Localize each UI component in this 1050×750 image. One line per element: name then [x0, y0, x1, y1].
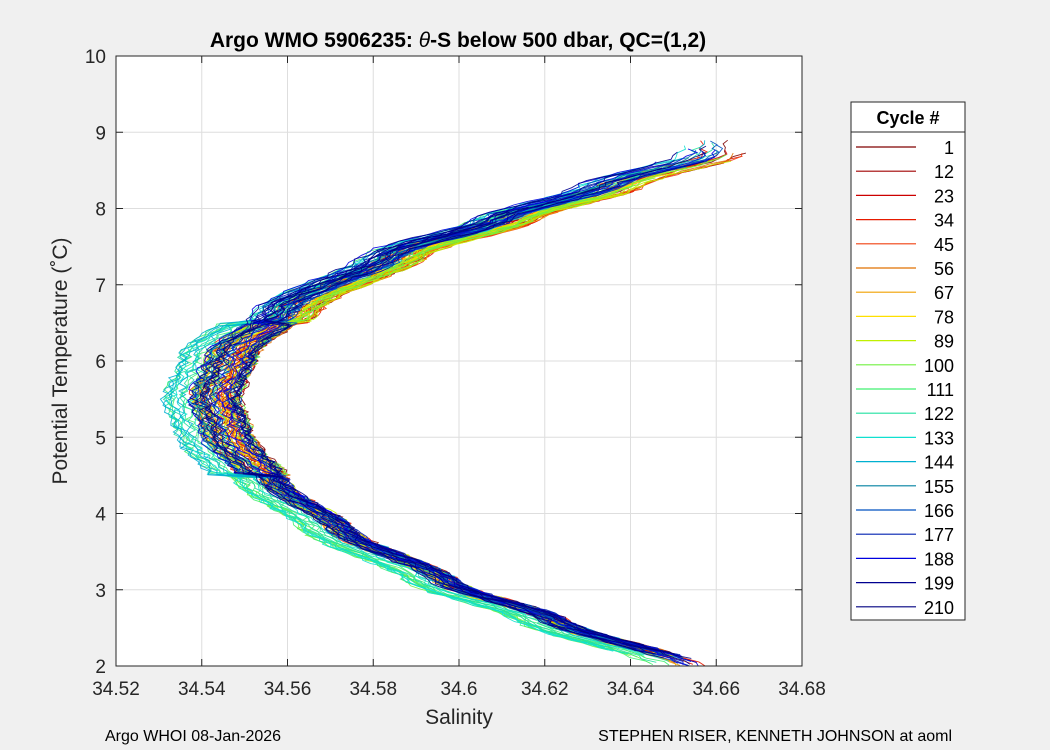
legend-label: 78: [934, 307, 954, 327]
legend-label: 210: [924, 598, 954, 618]
legend-label: 177: [924, 525, 954, 545]
legend-label: 67: [934, 283, 954, 303]
legend-entry: 34: [856, 211, 954, 231]
x-tick-label: 34.52: [92, 679, 140, 700]
y-tick-label: 7: [95, 276, 106, 297]
profile-line: [195, 210, 664, 655]
x-tick-labels: 34.52 34.54 34.56 34.58 34.6 34.62 34.64 34.66 3…: [92, 679, 826, 700]
x-tick-label: 34.54: [178, 679, 226, 700]
profile-line: [187, 151, 678, 652]
legend-title: Cycle #: [876, 108, 939, 128]
footer-left: Argo WHOI 08-Jan-2026: [105, 728, 281, 745]
x-tick-label: 34.56: [264, 679, 312, 700]
legend-label: 12: [934, 162, 954, 182]
legend-entry: 122: [856, 404, 954, 424]
profile-line: [232, 145, 707, 655]
legend-label: 45: [934, 235, 954, 255]
y-tick-labels: 2 3 4 5 6 7 8 9 10: [85, 47, 107, 678]
chart-title: Argo WMO 5906235: θ-S below 500 dbar, QC…: [210, 29, 706, 52]
profile-line: [208, 160, 705, 652]
x-tick-label: 34.64: [607, 679, 655, 700]
y-axis-label: Potential Temperature (˚C): [49, 237, 72, 484]
legend-label: 122: [924, 404, 954, 424]
profile-line: [199, 159, 675, 659]
y-tick-label: 4: [95, 505, 106, 526]
legend-entry: 177: [856, 525, 954, 545]
profile-line: [228, 213, 692, 659]
legend-entry: 111: [856, 380, 954, 400]
y-tick-label: 6: [95, 352, 106, 373]
legend-entry: 133: [856, 428, 954, 448]
legend-entry: 1: [856, 138, 954, 158]
profile-series: [159, 139, 747, 666]
footer-right: STEPHEN RISER, KENNETH JOHNSON at aoml: [598, 728, 952, 745]
tick-marks: [115, 55, 803, 667]
legend-entry: 210: [856, 598, 954, 618]
legend-entry: 100: [856, 356, 954, 376]
legend-label: 144: [924, 453, 954, 473]
legend-label: 89: [934, 332, 954, 352]
y-tick-label: 2: [95, 657, 106, 678]
x-axis-label: Salinity: [425, 706, 493, 729]
legend-label: 199: [924, 574, 954, 594]
profile-line: [191, 201, 651, 664]
legend-label: 23: [934, 186, 954, 206]
legend-label: 166: [924, 501, 954, 521]
legend-label: 188: [924, 549, 954, 569]
legend-entry: 144: [856, 453, 954, 473]
legend-entry: 199: [856, 574, 954, 594]
legend-entry: 166: [856, 501, 954, 521]
y-tick-label: 5: [95, 428, 106, 449]
x-tick-label: 34.62: [521, 679, 569, 700]
legend: Cycle # 1 12 23 34 45 56 67 78 89 100 111 122 133 144…: [850, 101, 966, 621]
legend-entry: 67: [856, 283, 954, 303]
legend-label: 100: [924, 356, 954, 376]
y-tick-label: 3: [95, 581, 106, 602]
x-tick-label: 34.66: [692, 679, 740, 700]
x-tick-label: 34.58: [349, 679, 397, 700]
legend-label: 34: [934, 211, 954, 231]
legend-entry: 23: [856, 186, 954, 206]
legend-entry: 45: [856, 235, 954, 255]
legend-label: 155: [924, 477, 954, 497]
legend-entry: 89: [856, 332, 954, 352]
legend-entry: 78: [856, 307, 954, 327]
legend-entry: 155: [856, 477, 954, 497]
legend-label: 56: [934, 259, 954, 279]
x-tick-label: 34.6: [441, 679, 478, 700]
legend-entry: 188: [856, 549, 954, 569]
legend-entries: 1 12 23 34 45 56 67 78 89 100 111 122 133 144 155 166 17…: [856, 138, 954, 618]
legend-label: 133: [924, 428, 954, 448]
y-tick-label: 10: [85, 47, 106, 68]
legend-label: 111: [927, 380, 954, 400]
legend-entry: 12: [856, 162, 954, 182]
y-tick-label: 8: [95, 200, 106, 221]
y-tick-label: 9: [95, 123, 106, 144]
legend-entry: 56: [856, 259, 954, 279]
x-tick-label: 34.68: [778, 679, 826, 700]
legend-label: 1: [944, 138, 954, 158]
